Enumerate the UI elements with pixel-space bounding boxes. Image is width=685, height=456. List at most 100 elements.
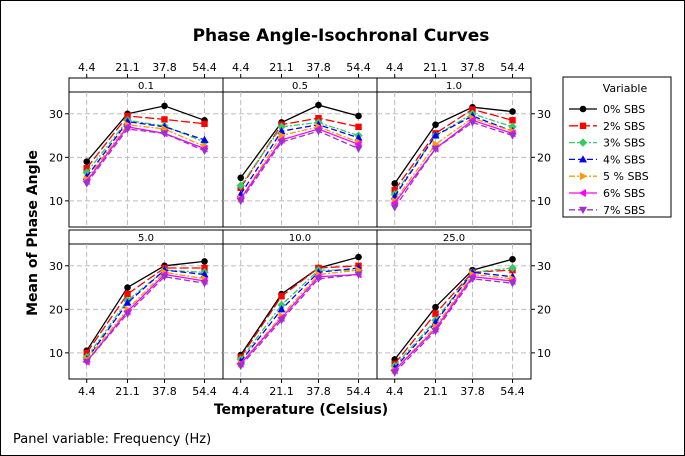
panel-variable-note: Panel variable: Frequency (Hz) [13,432,211,447]
panel-0.1: 0.1 10 20 30 4.4 21.1 37.8 54.4 [49,61,224,228]
x-tick-label: 37.8 [306,61,331,74]
x-tick-label: 21.1 [115,385,140,398]
data-point [123,126,132,134]
series-line [86,124,205,180]
legend-label: 6% SBS [603,187,645,200]
panel-plot-area [222,91,378,228]
series-line [240,273,359,367]
data-point [124,290,131,298]
legend-entry: 4% SBS [569,153,645,166]
legend-label: 5 % SBS [603,170,649,183]
series-line [86,126,205,182]
panel-strip-label: 1.0 [446,81,462,92]
series-line [240,104,359,179]
x-tick-label: 37.8 [152,61,177,74]
x-tick-label: 37.8 [460,61,485,74]
legend-marker [579,206,587,214]
series-7-sbs [82,273,209,366]
legend-label: 3% SBS [603,137,645,150]
data-point [277,300,286,310]
y-tick-label: 10 [49,195,63,208]
y-tick-label: 10 [537,195,551,208]
data-point [82,358,91,366]
data-point [432,310,439,317]
data-point [468,275,477,284]
panel-10.0: 10.0 4.4 21.1 37.8 54.4 [222,229,378,398]
series-line [86,260,205,352]
series-line [240,269,359,360]
data-point [431,328,440,336]
data-point [315,101,322,109]
data-point [468,119,477,127]
data-point [508,263,517,273]
x-tick-label: 4.4 [232,385,250,398]
legend-marker [579,105,587,113]
y-tick-label: 20 [537,151,551,164]
panel-strip-label: 0.1 [138,81,154,92]
data-point [355,253,362,261]
x-tick-label: 4.4 [386,61,404,74]
data-point [390,369,399,377]
series-line [394,115,513,197]
series-line [86,119,205,173]
series-line [86,276,205,363]
data-point [277,305,286,313]
data-point [200,280,209,288]
data-point [201,120,208,127]
x-tick-label: 21.1 [423,385,448,398]
series-line [240,128,359,200]
series-line [394,267,513,367]
series-line [394,119,513,204]
series-line [394,278,513,373]
data-point [83,158,91,165]
series-line [86,269,205,360]
series-line [86,271,205,360]
legend-entry: 6% SBS [569,187,645,200]
series-line [86,120,205,178]
x-tick-label: 54.4 [500,61,525,74]
panel-plot-area [222,243,378,380]
data-point [390,204,399,212]
legend-label: 7% SBS [603,204,645,217]
legend-entry: 0% SBS [569,103,645,116]
series-line [86,267,205,354]
data-point [83,349,90,357]
data-point [355,112,362,120]
legend-marker [578,138,588,147]
panel-strip-label: 5.0 [138,233,154,244]
series-line [240,117,359,189]
series-line [394,106,513,184]
series-7-sbs [236,128,363,206]
legend-label: 0% SBS [603,103,645,116]
series-line [394,273,513,371]
y-tick-label: 30 [537,260,551,273]
legend-marker [580,172,588,181]
data-point [124,284,131,291]
x-tick-label: 37.8 [460,385,485,398]
series-line [394,117,513,202]
data-point [355,123,362,131]
y-tick-label: 20 [49,151,63,164]
data-point [123,298,132,306]
series-line [394,271,513,369]
x-tick-label: 54.4 [346,61,371,74]
x-tick-label: 54.4 [346,385,371,398]
series-line [86,269,205,358]
x-tick-label: 54.4 [192,385,217,398]
y-tick-label: 30 [49,260,63,273]
series-line [240,267,359,362]
legend-marker [579,122,587,129]
series-line [240,124,359,195]
data-point [160,130,169,138]
data-point [236,362,245,371]
y-tick-label: 10 [49,347,63,360]
data-point [354,271,363,279]
series-line [394,108,513,191]
data-point [354,145,363,153]
legend-entry: 5 % SBS [569,170,649,183]
legend-entry: 2% SBS [569,120,645,133]
data-point [508,122,517,132]
series-line [240,126,359,200]
series-line [240,256,359,356]
